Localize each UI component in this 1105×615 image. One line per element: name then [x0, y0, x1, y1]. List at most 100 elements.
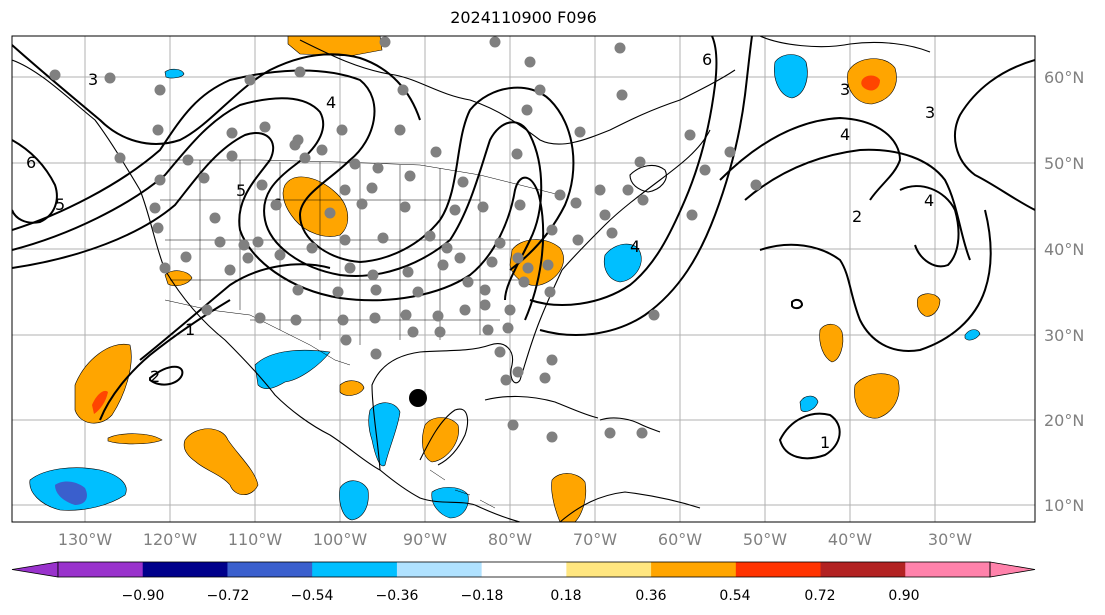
contour-label: 5	[55, 195, 65, 214]
map-frame	[11, 35, 1036, 523]
station-marker	[152, 222, 164, 234]
station-marker	[316, 144, 328, 156]
colorbar-tick-label: 0.54	[719, 588, 750, 604]
station-marker	[412, 286, 424, 298]
colorbar-tick-label: −0.18	[461, 588, 504, 604]
positive-anomaly-fills	[74, 36, 941, 522]
station-marker	[462, 276, 474, 288]
anomaly-fill-neg	[254, 349, 331, 390]
station-marker	[634, 156, 646, 168]
station-marker	[244, 74, 256, 86]
colorbar-segment	[312, 562, 398, 577]
station-marker	[724, 146, 736, 158]
station-marker	[604, 427, 616, 439]
contour-label: 2	[150, 367, 160, 386]
station-marker	[699, 164, 711, 176]
lon-label: 110°W	[228, 530, 283, 549]
station-marker	[370, 348, 382, 360]
station-marker	[270, 199, 282, 211]
coastline-gulf	[371, 129, 711, 471]
anomaly-fill-pos	[916, 293, 941, 317]
station-marker	[502, 322, 514, 334]
station-marker	[292, 284, 304, 296]
station-marker	[434, 326, 446, 338]
station-marker	[214, 236, 226, 248]
station-markers	[49, 36, 762, 443]
station-marker	[482, 324, 494, 336]
contour-line	[149, 365, 184, 386]
colorbar-under-arrow	[11, 561, 59, 578]
station-marker	[369, 312, 381, 324]
strong-positive-fills	[92, 75, 880, 414]
storm-center-marker	[409, 389, 427, 407]
station-marker	[274, 249, 286, 261]
colorbar-segment	[651, 562, 737, 577]
anomaly-fill-pos	[107, 433, 163, 445]
station-marker	[344, 262, 356, 274]
colorbar-tick-label: 0.18	[550, 588, 581, 604]
station-marker	[407, 326, 419, 338]
station-marker	[479, 284, 491, 296]
station-marker	[198, 172, 210, 184]
station-marker	[201, 304, 213, 316]
central-america-borders	[429, 469, 496, 509]
lat-label: 50°N	[1044, 154, 1084, 173]
station-marker	[750, 179, 762, 191]
station-marker	[254, 312, 266, 324]
station-marker	[154, 174, 166, 186]
station-marker	[340, 334, 352, 346]
strong-negative-fills	[55, 481, 87, 505]
station-marker	[404, 170, 416, 182]
contour-label: 6	[26, 153, 36, 172]
station-marker	[512, 366, 524, 378]
station-marker	[226, 127, 238, 139]
colorbar-tick-label: 0.90	[888, 588, 919, 604]
colorbar-segment	[58, 562, 144, 577]
station-marker	[49, 69, 61, 81]
station-marker	[454, 252, 466, 264]
lon-label: 60°W	[658, 530, 702, 549]
station-marker	[324, 207, 336, 219]
contour-label: 4	[630, 237, 640, 256]
coastline-hispaniola	[599, 417, 661, 433]
station-marker	[512, 252, 524, 264]
anomaly-fill-neg	[964, 329, 981, 341]
station-marker	[648, 309, 660, 321]
station-marker	[479, 299, 491, 311]
anomaly-fill-neg	[799, 395, 819, 412]
station-marker	[594, 184, 606, 196]
station-marker	[182, 154, 194, 166]
colorbar-outline	[57, 561, 991, 578]
station-marker	[507, 419, 519, 431]
lon-label: 80°W	[488, 530, 532, 549]
negative-anomaly-fills	[29, 54, 981, 521]
anomaly-fill-pos	[422, 417, 459, 463]
contour-label: 2	[852, 207, 862, 226]
anomaly-fill-neg-strong	[55, 481, 87, 505]
longitude-labels: 130°W 120°W 110°W 100°W 90°W 80°W 70°W 6…	[58, 530, 972, 549]
coastline-north-america	[12, 59, 521, 522]
station-marker	[336, 124, 348, 136]
station-marker	[256, 179, 268, 191]
contour-line	[12, 132, 545, 321]
station-marker	[599, 209, 611, 221]
lon-label: 70°W	[573, 530, 617, 549]
anomaly-fill-neg	[368, 402, 401, 467]
colorbar-segment	[735, 562, 822, 577]
colorbar-tick-label: 0.36	[635, 588, 666, 604]
coastlines	[12, 36, 931, 522]
station-marker	[432, 310, 444, 322]
colorbar-tick-label: −0.54	[291, 588, 334, 604]
anomaly-fill-pos	[74, 343, 132, 424]
contour-line	[12, 44, 421, 145]
station-marker	[399, 201, 411, 213]
station-marker	[152, 124, 164, 136]
lon-label: 90°W	[403, 530, 447, 549]
station-marker	[546, 354, 558, 366]
contour-label: 5	[236, 181, 246, 200]
anomaly-fill-pos	[339, 380, 365, 396]
contour-line	[12, 139, 58, 224]
station-marker	[289, 139, 301, 151]
coastline-newfoundland	[629, 164, 667, 193]
